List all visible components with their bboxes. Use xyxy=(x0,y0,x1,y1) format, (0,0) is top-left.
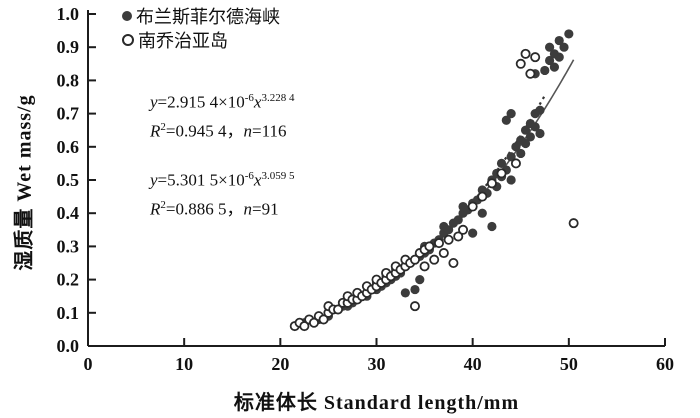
svg-text:0.9: 0.9 xyxy=(57,37,80,57)
svg-text:0.2: 0.2 xyxy=(57,270,80,290)
chart-legend: 布兰斯菲尔德海峡 南乔治亚岛 xyxy=(122,4,280,52)
fit-equation-1-stats: R2=0.945 4，n=116 xyxy=(150,120,287,141)
fit-equation-1-formula: y=2.915 4×10-6x3.228 4 xyxy=(150,92,295,112)
legend-item-south-georgia: 南乔治亚岛 xyxy=(122,28,280,52)
filled-circle-icon xyxy=(122,11,132,21)
y-axis-label: 湿质量 Wet mass/g xyxy=(13,94,36,271)
svg-text:10: 10 xyxy=(175,354,193,374)
svg-text:0.3: 0.3 xyxy=(57,236,80,256)
open-circle-icon xyxy=(122,34,134,46)
legend-label: 布兰斯菲尔德海峡 xyxy=(136,7,280,27)
svg-text:0.8: 0.8 xyxy=(57,70,80,90)
fit-equation-2: y=5.301 5×10-6x3.059 5 R2=0.886 5，n=91 xyxy=(150,164,294,221)
legend-item-bransfield-strait: 布兰斯菲尔德海峡 xyxy=(122,4,280,28)
svg-text:50: 50 xyxy=(560,354,578,374)
svg-text:0: 0 xyxy=(84,354,93,374)
svg-text:0.7: 0.7 xyxy=(57,104,80,124)
svg-text:0.5: 0.5 xyxy=(57,170,80,190)
x-axis-label: 标准体长 Standard length/mm xyxy=(233,392,520,414)
svg-text:30: 30 xyxy=(368,354,386,374)
svg-text:0.6: 0.6 xyxy=(57,137,80,157)
svg-text:0.1: 0.1 xyxy=(57,303,80,323)
fit-equation-2-formula: y=5.301 5×10-6x3.059 5 xyxy=(150,170,295,190)
fit-equation-2-stats: R2=0.886 5，n=91 xyxy=(150,198,279,219)
svg-text:60: 60 xyxy=(656,354,674,374)
svg-text:0.0: 0.0 xyxy=(57,336,80,356)
svg-text:1.0: 1.0 xyxy=(57,4,80,24)
svg-text:40: 40 xyxy=(464,354,482,374)
svg-text:20: 20 xyxy=(271,354,289,374)
svg-text:0.4: 0.4 xyxy=(57,203,80,223)
fit-equation-1: y=2.915 4×10-6x3.228 4 R2=0.945 4，n=116 xyxy=(150,86,294,143)
legend-label: 南乔治亚岛 xyxy=(138,31,228,51)
